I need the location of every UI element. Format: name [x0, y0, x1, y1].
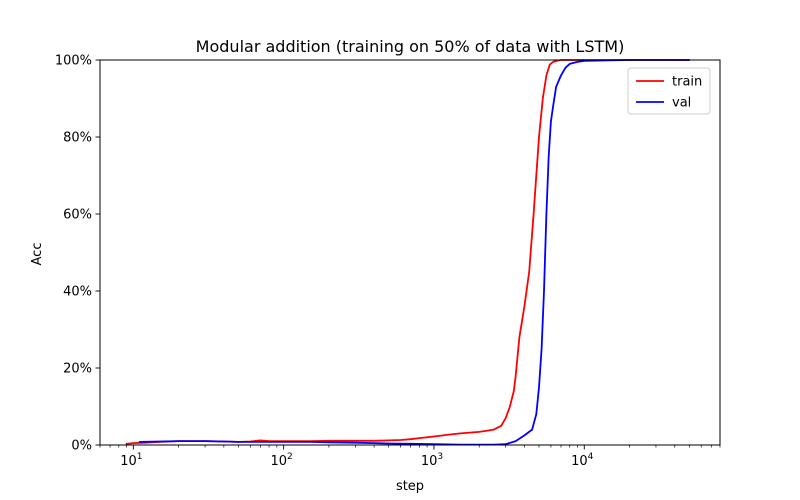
legend-label-train: train [672, 75, 702, 90]
legend: train val [627, 67, 711, 115]
y-axis-label: Acc [30, 243, 45, 266]
y-tick-label: 40% [63, 285, 92, 300]
y-tick-label: 60% [63, 208, 92, 223]
x-axis-label: step [396, 479, 424, 494]
x-tick-base: 10 [271, 454, 288, 469]
legend-label-val: val [672, 96, 691, 111]
x-tick-label: 103 [421, 452, 443, 469]
x-tick-exponent: 4 [588, 452, 594, 462]
x-tick-base: 10 [421, 454, 438, 469]
y-tick-label: 20% [63, 362, 92, 377]
y-tick-label: 80% [63, 131, 92, 146]
x-tick-exponent: 3 [437, 452, 443, 462]
series-line-val [138, 59, 691, 446]
y-tick-label: 0% [71, 439, 92, 454]
x-tick-base: 10 [120, 454, 137, 469]
x-tick-exponent: 1 [137, 452, 143, 462]
x-tick-label: 102 [271, 452, 293, 469]
x-tick-base: 10 [571, 454, 588, 469]
x-tick-label: 104 [571, 452, 594, 469]
x-tick-exponent: 2 [287, 452, 293, 462]
axes-frame [99, 59, 721, 446]
chart-title: Modular addition (training on 50% of dat… [196, 37, 625, 56]
y-tick-label: 100% [55, 54, 92, 69]
x-tick-label: 101 [120, 452, 142, 469]
